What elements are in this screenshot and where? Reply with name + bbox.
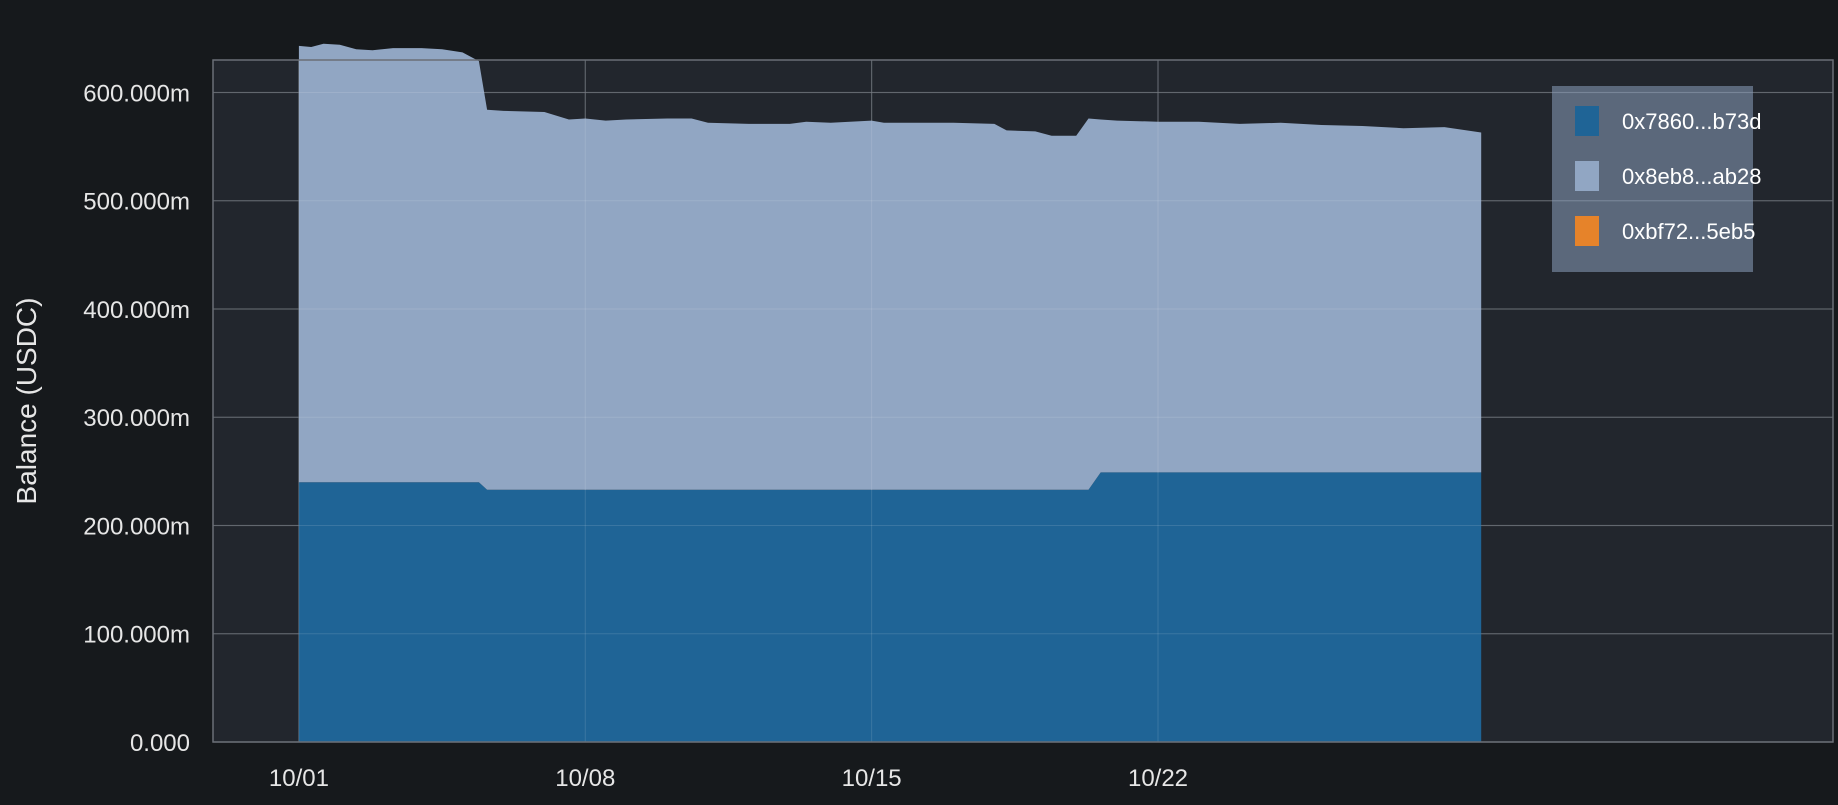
legend-swatch — [1575, 106, 1599, 136]
y-tick-label: 100.000m — [83, 622, 190, 649]
y-tick-label: 600.000m — [83, 80, 190, 107]
legend-swatch — [1575, 161, 1599, 191]
legend-label: 0x7860...b73d — [1622, 109, 1761, 134]
y-tick-label: 0.000 — [130, 730, 190, 757]
legend-label: 0x8eb8...ab28 — [1622, 164, 1761, 189]
area-0x7860-b73d — [298, 472, 1482, 742]
y-axis-label: Balance (USDC) — [11, 298, 42, 505]
x-tick-label: 10/15 — [842, 765, 902, 792]
y-tick-label: 200.000m — [83, 513, 190, 540]
legend-label: 0xbf72...5eb5 — [1622, 219, 1755, 244]
legend: 0x7860...b73d 0x8eb8...ab28 0xbf72...5eb5 — [1552, 86, 1761, 272]
y-axis-ticks: 0.000 100.000m 200.000m 300.000m 400.000m 500… — [83, 80, 190, 757]
legend-swatch — [1575, 216, 1599, 246]
x-tick-label: 10/01 — [269, 765, 329, 792]
y-tick-label: 400.000m — [83, 297, 190, 324]
y-tick-label: 500.000m — [83, 189, 190, 216]
x-tick-label: 10/22 — [1128, 765, 1188, 792]
x-axis-ticks: 10/01 10/08 10/15 10/22 — [269, 765, 1188, 792]
area-0x8eb8-ab28 — [298, 43, 1482, 490]
y-tick-label: 300.000m — [83, 405, 190, 432]
x-tick-label: 10/08 — [555, 765, 615, 792]
area-series — [298, 43, 1482, 742]
plot-frame — [212, 59, 1834, 743]
